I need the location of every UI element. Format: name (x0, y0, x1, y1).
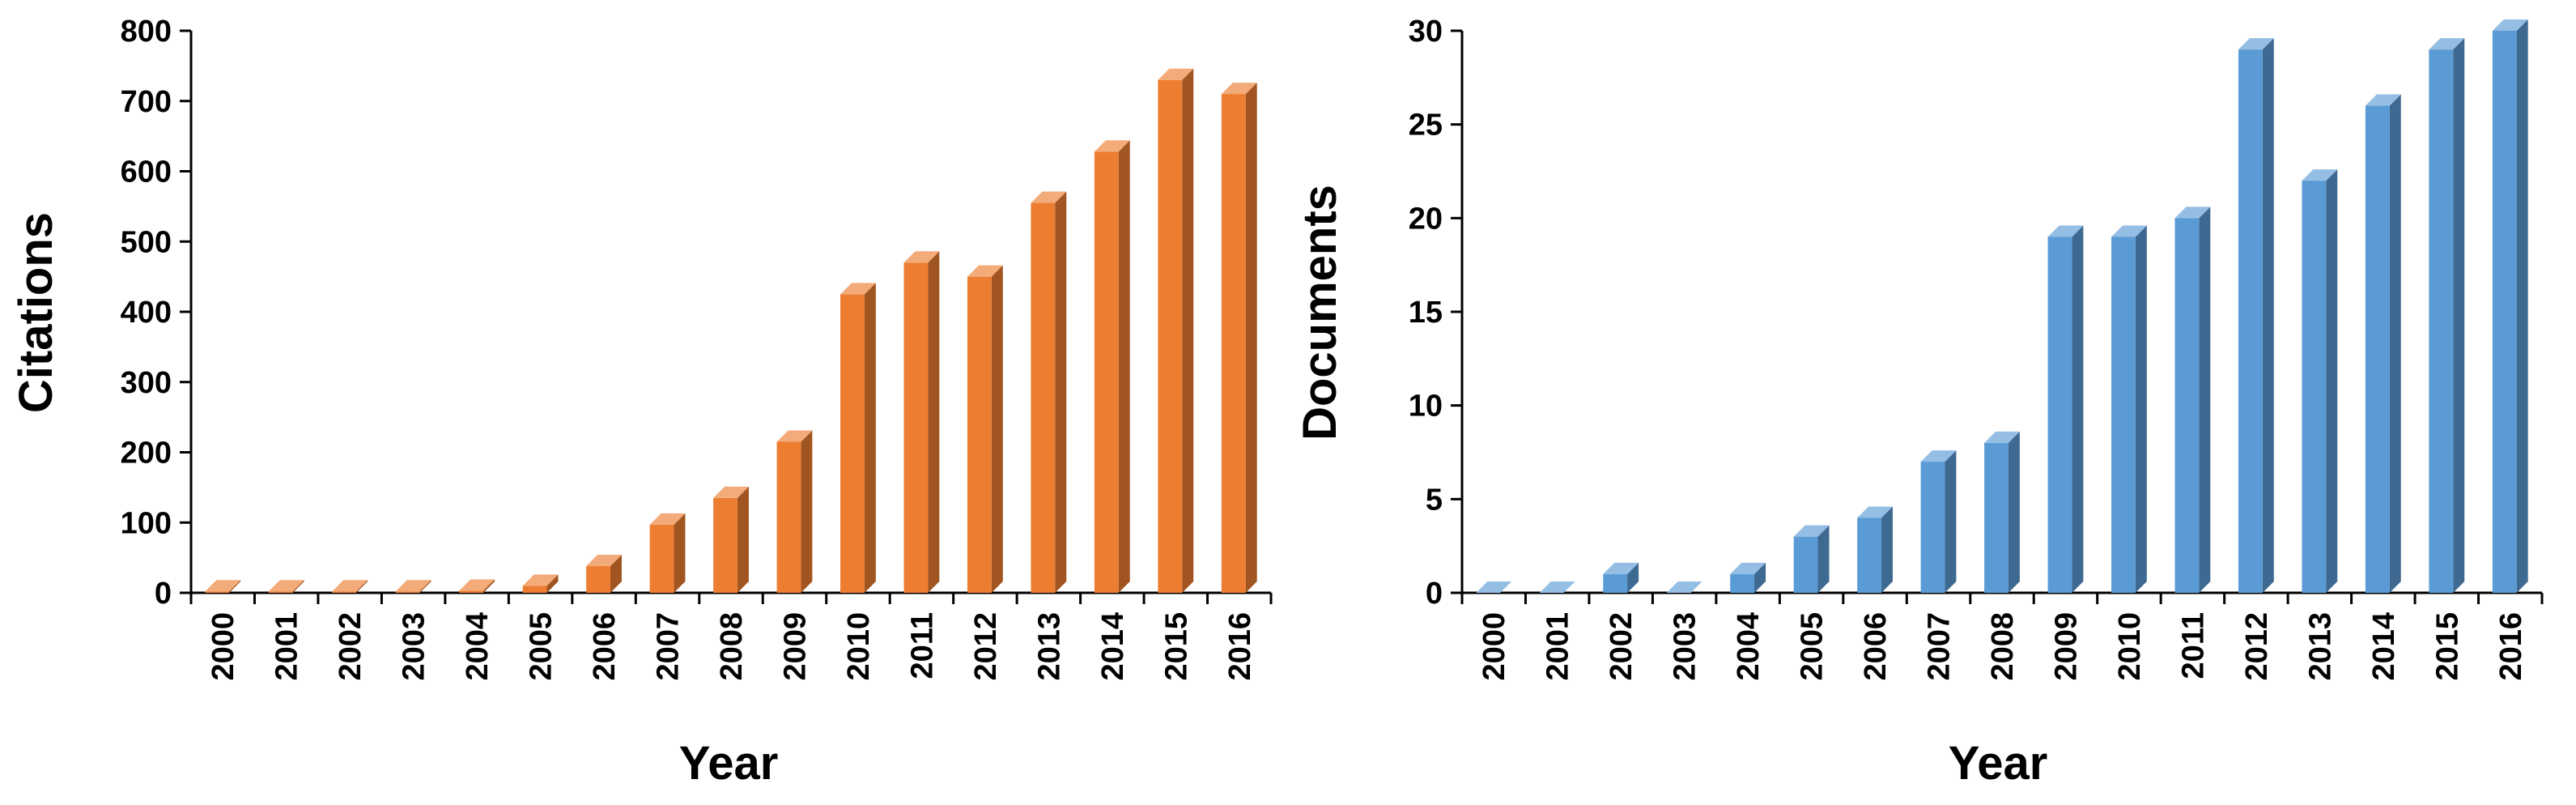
citations-bar (522, 574, 559, 593)
documents-x-tick-label: 2012 (2240, 612, 2274, 681)
documents-bar (1666, 581, 1702, 593)
citations-y-tick-label: 200 (121, 437, 172, 471)
documents-x-axis-title: Year (1949, 737, 2048, 790)
documents-bar (1539, 581, 1575, 593)
citations-bar (967, 265, 1003, 593)
documents-bar (1920, 450, 1957, 593)
citations-bar (713, 486, 749, 593)
documents-bar (2365, 94, 2401, 594)
documents-y-tick-label: 30 (1409, 15, 1443, 49)
documents-bar (2174, 207, 2211, 594)
citations-bar (1221, 83, 1257, 593)
documents-bar (2047, 225, 2084, 593)
citations-bar (903, 251, 940, 593)
citations-x-tick-label: 2002 (334, 612, 368, 681)
documents-bar (2492, 19, 2528, 593)
documents-x-tick-label: 2008 (1986, 612, 2020, 681)
documents-x-tick-label: 2014 (2367, 612, 2401, 681)
documents-x-tick-label: 2006 (1859, 612, 1893, 681)
documents-bar (2111, 225, 2147, 593)
documents-y-tick-label: 5 (1426, 483, 1443, 517)
citations-x-tick-label: 2008 (715, 612, 749, 681)
documents-x-tick-label: 2003 (1668, 612, 1702, 681)
documents-y-tick-label: 10 (1409, 390, 1443, 424)
documents-x-tick-label: 2007 (1923, 612, 1957, 681)
documents-x-tick-label: 2016 (2494, 612, 2528, 681)
documents-y-tick-label: 0 (1426, 577, 1443, 611)
citations-bar (776, 430, 813, 593)
documents-x-tick-label: 2011 (2176, 612, 2210, 679)
documents-x-tick-label: 2005 (1796, 612, 1830, 681)
documents-bar (2238, 38, 2274, 593)
citations-y-tick-label: 800 (121, 15, 172, 49)
citations-bar (332, 580, 368, 593)
citations-y-tick-label: 700 (121, 85, 172, 119)
documents-x-tick-label: 2000 (1477, 612, 1511, 681)
citations-y-tick-label: 100 (121, 506, 172, 540)
citations-x-tick-label: 2009 (778, 612, 812, 681)
citations-x-tick-label: 2014 (1096, 612, 1130, 681)
documents-bar (1476, 581, 1512, 593)
citations-x-tick-label: 2006 (588, 612, 622, 681)
citations-x-tick-label: 2000 (206, 612, 240, 681)
citations-x-tick-label: 2011 (905, 612, 939, 679)
citations-x-tick-label: 2012 (969, 612, 1003, 681)
documents-x-tick-label: 2010 (2113, 612, 2147, 681)
documents-chart: Documents Year 0 5 10 15 20 25 30 2000 2001 2002 2… (1294, 15, 2544, 790)
citations-bar (205, 580, 241, 593)
citations-x-tick-label: 2004 (461, 612, 495, 681)
documents-y-tick-label: 25 (1409, 109, 1443, 143)
documents-y-tick-label: 20 (1409, 202, 1443, 236)
citations-y-tick-label: 0 (155, 577, 172, 611)
documents-bar (1603, 562, 1639, 593)
citations-y-axis-title: Citations (10, 212, 62, 413)
documents-x-tick-label: 2009 (2049, 612, 2083, 681)
documents-bar (1793, 525, 1830, 593)
citations-x-tick-label: 2010 (842, 612, 876, 681)
citations-x-tick-label: 2016 (1223, 612, 1257, 681)
citations-y-tick-label: 500 (121, 225, 172, 259)
documents-x-tick-label: 2015 (2430, 612, 2464, 681)
citations-x-tick-label: 2005 (525, 612, 559, 681)
documents-bar (1730, 562, 1766, 593)
documents-x-tick-label: 2004 (1732, 612, 1766, 681)
documents-bar (2429, 38, 2465, 593)
citations-bar (1094, 140, 1130, 593)
documents-bar (1984, 431, 2020, 593)
citations-x-tick-label: 2003 (397, 612, 431, 681)
citations-bar (649, 513, 686, 593)
documents-bar (2302, 169, 2338, 594)
citations-bar (459, 579, 495, 593)
documents-x-tick-label: 2013 (2303, 612, 2337, 681)
citations-bar (586, 555, 622, 593)
citations-bar (1158, 68, 1194, 594)
documents-bar (1857, 506, 1893, 593)
documents-x-tick-label: 2002 (1605, 612, 1639, 681)
documents-y-axis-title: Documents (1294, 185, 1346, 441)
citations-bar (395, 580, 431, 593)
documents-x-tick-label: 2001 (1541, 612, 1575, 681)
citations-x-axis-title: Year (679, 737, 779, 790)
citations-chart: Citations Year 0 100 200 300 400 500 600 700 800… (10, 15, 1273, 790)
citations-x-tick-label: 2015 (1159, 612, 1193, 681)
citations-y-tick-label: 600 (121, 155, 172, 190)
citations-x-tick-label: 2001 (270, 612, 304, 681)
citations-y-tick-label: 400 (121, 296, 172, 330)
citations-y-tick-label: 300 (121, 366, 172, 400)
citations-x-tick-label: 2013 (1032, 612, 1066, 681)
citations-x-tick-label: 2007 (652, 612, 686, 681)
documents-y-tick-label: 15 (1409, 296, 1443, 330)
citations-bar (268, 580, 304, 593)
citations-bar (840, 283, 876, 593)
citations-bar (1031, 191, 1067, 593)
